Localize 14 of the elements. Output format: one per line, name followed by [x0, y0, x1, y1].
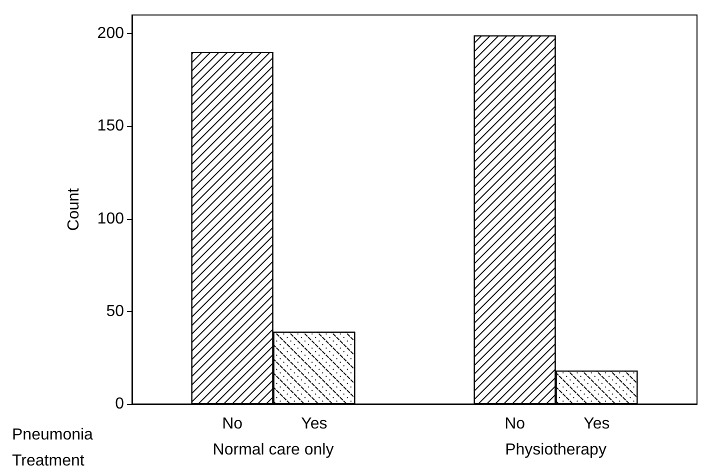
y-tick-label: 150 [97, 118, 124, 135]
text: Pneumonia [12, 426, 94, 444]
text: Yes [584, 416, 610, 432]
y-tick-label: 0 [115, 396, 124, 412]
text: Treatment [12, 452, 85, 470]
series-label: Yes [301, 416, 328, 432]
y-tick-label: 50 [106, 302, 124, 320]
x-tick-label: Physiotherapy [505, 442, 606, 458]
text: No [504, 416, 526, 432]
series-label: No [222, 416, 243, 432]
y-axis-title: Count [66, 188, 82, 231]
x-tick-label: Normal care only [212, 442, 334, 458]
y-tick-label: 200 [97, 25, 124, 42]
y-tick-label: 100 [97, 210, 124, 228]
